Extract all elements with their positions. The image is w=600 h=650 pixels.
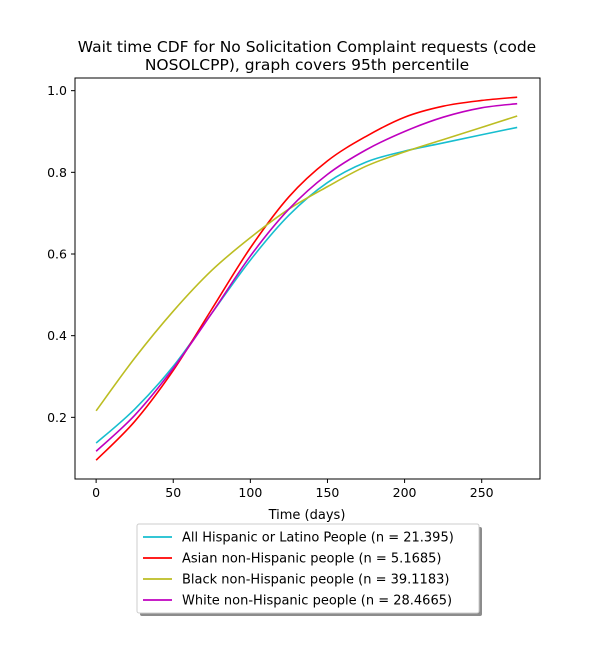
legend: All Hispanic or Latino People (n = 21.39…: [136, 523, 482, 616]
series-line-0: [95, 126, 518, 444]
legend-label: All Hispanic or Latino People (n = 21.39…: [182, 531, 454, 546]
y-tick-label: 0.2: [47, 410, 67, 425]
series-lines: [95, 96, 518, 461]
legend-label: Asian non-Hispanic people (n = 5.1685): [182, 552, 441, 567]
legend-entries: All Hispanic or Latino People (n = 21.39…: [143, 531, 454, 609]
series-line-3: [95, 102, 518, 452]
plot-frame: [74, 77, 541, 480]
x-tick-label: 150: [316, 485, 340, 500]
x-tick-label: 50: [165, 485, 181, 500]
chart-title-line-1: Wait time CDF for No Solicitation Compla…: [78, 38, 536, 56]
series-line-1: [95, 96, 518, 461]
y-tick-label: 1.0: [47, 83, 67, 98]
chart-title-line-2: NOSOLCPP), graph covers 95th percentile: [145, 56, 469, 74]
y-tick-label: 0.6: [47, 246, 67, 261]
x-axis-ticks: 0 50 100 150 200 250: [92, 479, 494, 500]
legend-label: White non-Hispanic people (n = 28.4665): [182, 594, 452, 609]
y-tick-label: 0.4: [47, 328, 67, 343]
x-axis-label: Time (days): [268, 508, 346, 523]
x-tick-label: 200: [393, 485, 417, 500]
y-axis-ticks: 0.2 0.4 0.6 0.8 1.0: [47, 83, 75, 425]
x-tick-label: 100: [238, 485, 262, 500]
legend-label: Black non-Hispanic people (n = 39.1183): [182, 573, 449, 588]
plot-area: 0 50 100 150 200 250 0.2 0.4 0.6 0.8 1.0: [47, 77, 541, 500]
legend-box: [136, 523, 480, 614]
series-line-2: [95, 115, 518, 412]
x-tick-label: 250: [470, 485, 494, 500]
y-tick-label: 0.8: [47, 165, 67, 180]
x-tick-label: 0: [92, 485, 100, 500]
